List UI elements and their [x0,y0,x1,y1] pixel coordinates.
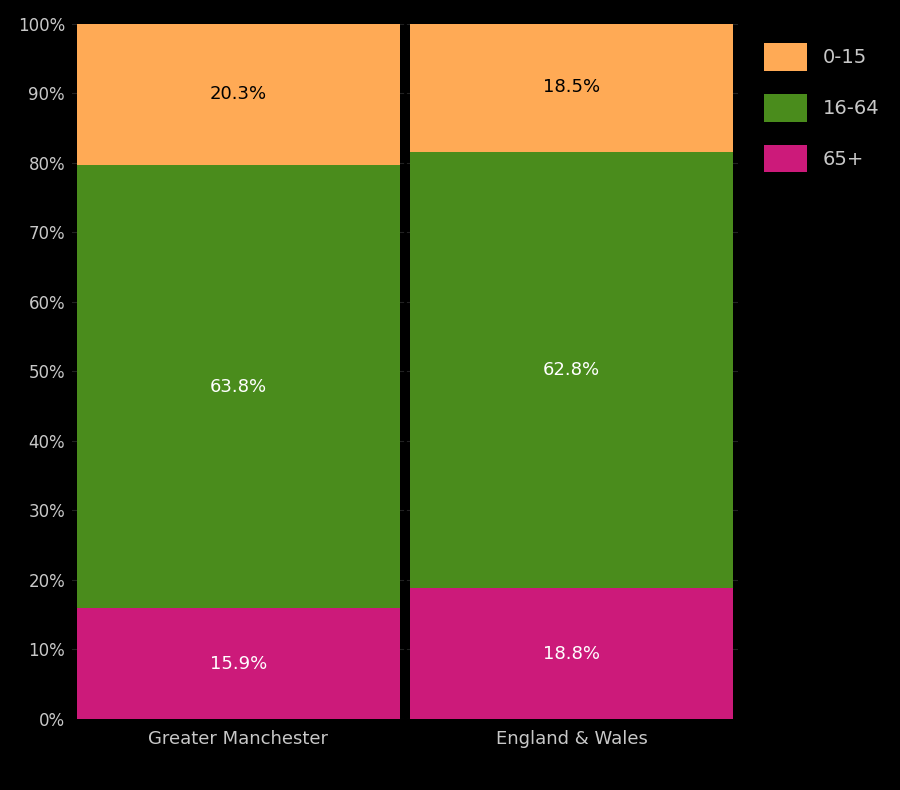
Legend: 0-15, 16-64, 65+: 0-15, 16-64, 65+ [754,33,889,182]
Text: 20.3%: 20.3% [210,85,267,103]
Text: 15.9%: 15.9% [210,655,267,672]
Bar [410,152,733,589]
Bar [410,23,733,152]
Text: 18.5%: 18.5% [543,78,600,96]
Bar [77,24,400,165]
Bar [77,608,400,719]
Text: 63.8%: 63.8% [210,378,267,396]
Bar [410,589,733,719]
Text: 62.8%: 62.8% [543,361,600,379]
Bar [77,165,400,608]
Text: 18.8%: 18.8% [543,645,600,663]
